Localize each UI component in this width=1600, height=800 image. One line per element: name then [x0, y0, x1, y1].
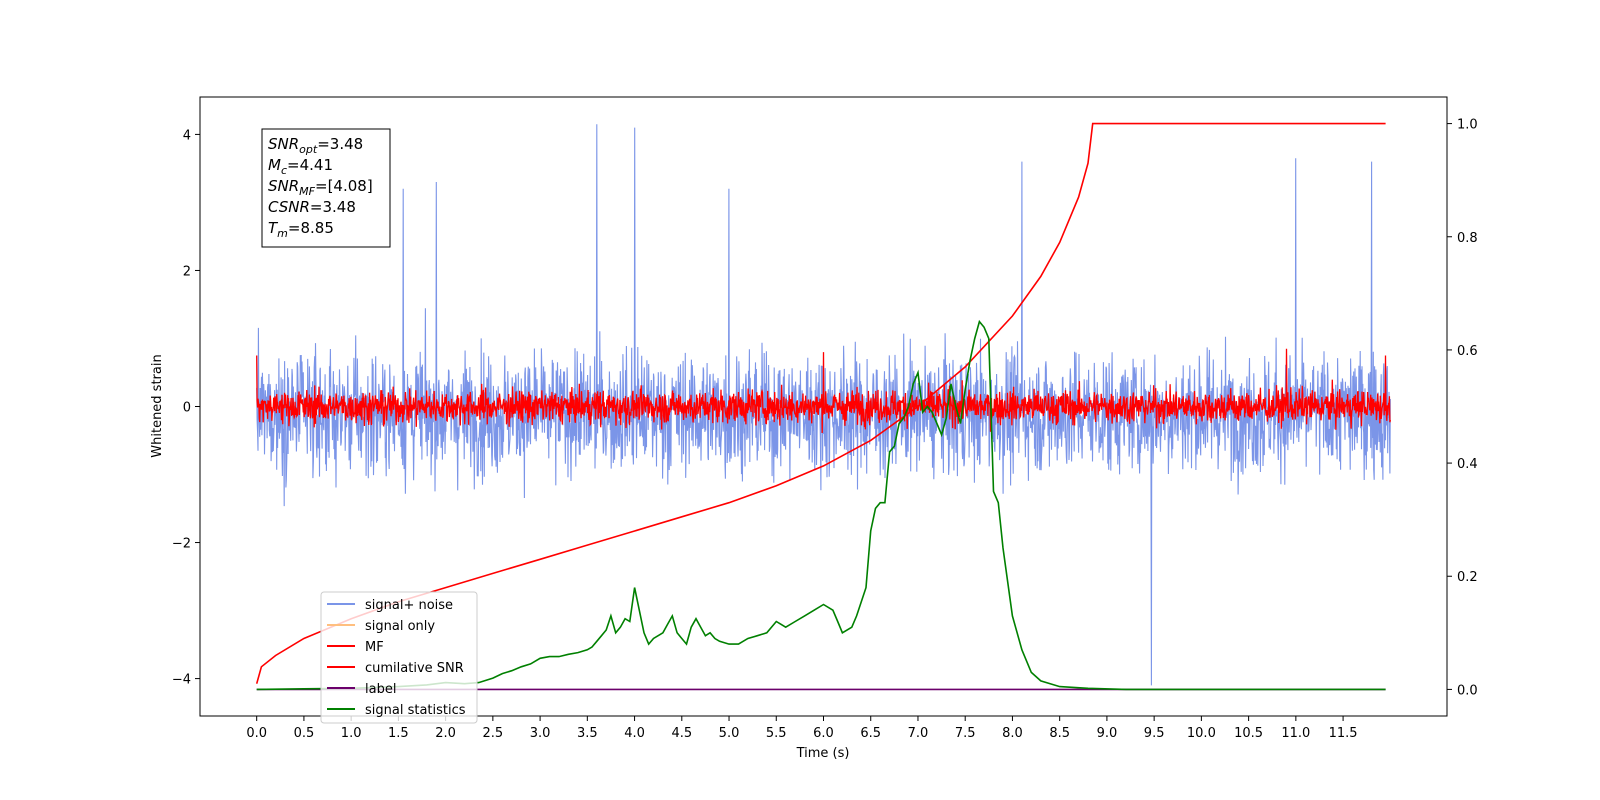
legend-label: signal only [365, 619, 435, 634]
y-right-tick-label: 1.0 [1457, 118, 1478, 133]
x-tick-label: 5.0 [719, 726, 740, 741]
series-line-signal-statistics [256, 319, 1386, 691]
x-tick-label: 1.5 [388, 726, 409, 741]
legend-label: cumilative SNR [365, 661, 464, 676]
x-tick-label: 5.5 [766, 726, 787, 741]
y-tick-label: −2 [172, 537, 191, 552]
legend-label: signal+ noise [365, 598, 453, 613]
y-tick-label: 0 [183, 401, 191, 416]
x-tick-label: 11.5 [1329, 726, 1358, 741]
y-right-tick-label: 0.4 [1457, 457, 1478, 472]
legend-label: label [365, 682, 396, 697]
y-right-tick-label: 0.6 [1457, 344, 1478, 359]
x-tick-label: 10.0 [1187, 726, 1216, 741]
y-axis-label: Whitened strain [150, 354, 165, 457]
y-axis-right: 0.0 0.2 0.4 0.6 0.8 1.0 [1447, 118, 1478, 698]
annotation-frame [261, 128, 391, 248]
x-tick-label: 4.5 [671, 726, 692, 741]
x-tick-label: 0.0 [246, 726, 267, 741]
x-tick-label: 2.5 [483, 726, 504, 741]
y-right-tick-label: 0.8 [1457, 231, 1478, 246]
legend-label: MF [365, 640, 384, 655]
x-tick-label: 2.0 [435, 726, 456, 741]
x-tick-label: 1.0 [341, 726, 362, 741]
y-tick-label: 4 [183, 128, 191, 143]
x-axis-label: Time (s) [796, 746, 850, 761]
y-right-tick-label: 0.0 [1457, 683, 1478, 698]
annotation-line: SNRMF=[4.08] [268, 177, 373, 198]
x-tick-label: 3.0 [530, 726, 551, 741]
x-tick-label: 8.5 [1049, 726, 1070, 741]
annotation-line: Tm=8.85 [268, 219, 334, 240]
x-tick-label: 6.5 [860, 726, 881, 741]
x-tick-label: 4.0 [624, 726, 645, 741]
x-axis: 0.0 0.5 1.0 1.5 2.0 2.5 3.0 3.5 4.0 4.5 5.0 5.5 6.0 6… [246, 716, 1358, 741]
x-tick-label: 11.0 [1281, 726, 1310, 741]
x-tick-label: 6.0 [813, 726, 834, 741]
annotation-line: CSNR=3.48 [268, 198, 356, 216]
y-tick-label: −4 [172, 673, 191, 688]
legend: signal+ noise signal only MF cumilative SNR… [320, 591, 478, 724]
annotation-line: SNRopt=3.48 [268, 135, 363, 156]
x-tick-label: 10.5 [1234, 726, 1263, 741]
x-tick-label: 9.0 [1097, 726, 1118, 741]
x-tick-label: 0.5 [294, 726, 315, 741]
x-tick-label: 8.0 [1002, 726, 1023, 741]
y-right-tick-label: 0.2 [1457, 570, 1478, 585]
y-tick-label: 2 [183, 264, 191, 279]
x-tick-label: 3.5 [577, 726, 598, 741]
series-line-mf [256, 348, 1391, 434]
legend-label: signal statistics [365, 703, 466, 718]
annotation-line: Mc=4.41 [268, 156, 333, 177]
y-axis-left: −4 −2 0 2 4 [172, 128, 200, 688]
x-tick-label: 9.5 [1144, 726, 1165, 741]
x-tick-label: 7.0 [908, 726, 929, 741]
x-tick-label: 7.5 [955, 726, 976, 741]
legend-frame [320, 591, 478, 724]
